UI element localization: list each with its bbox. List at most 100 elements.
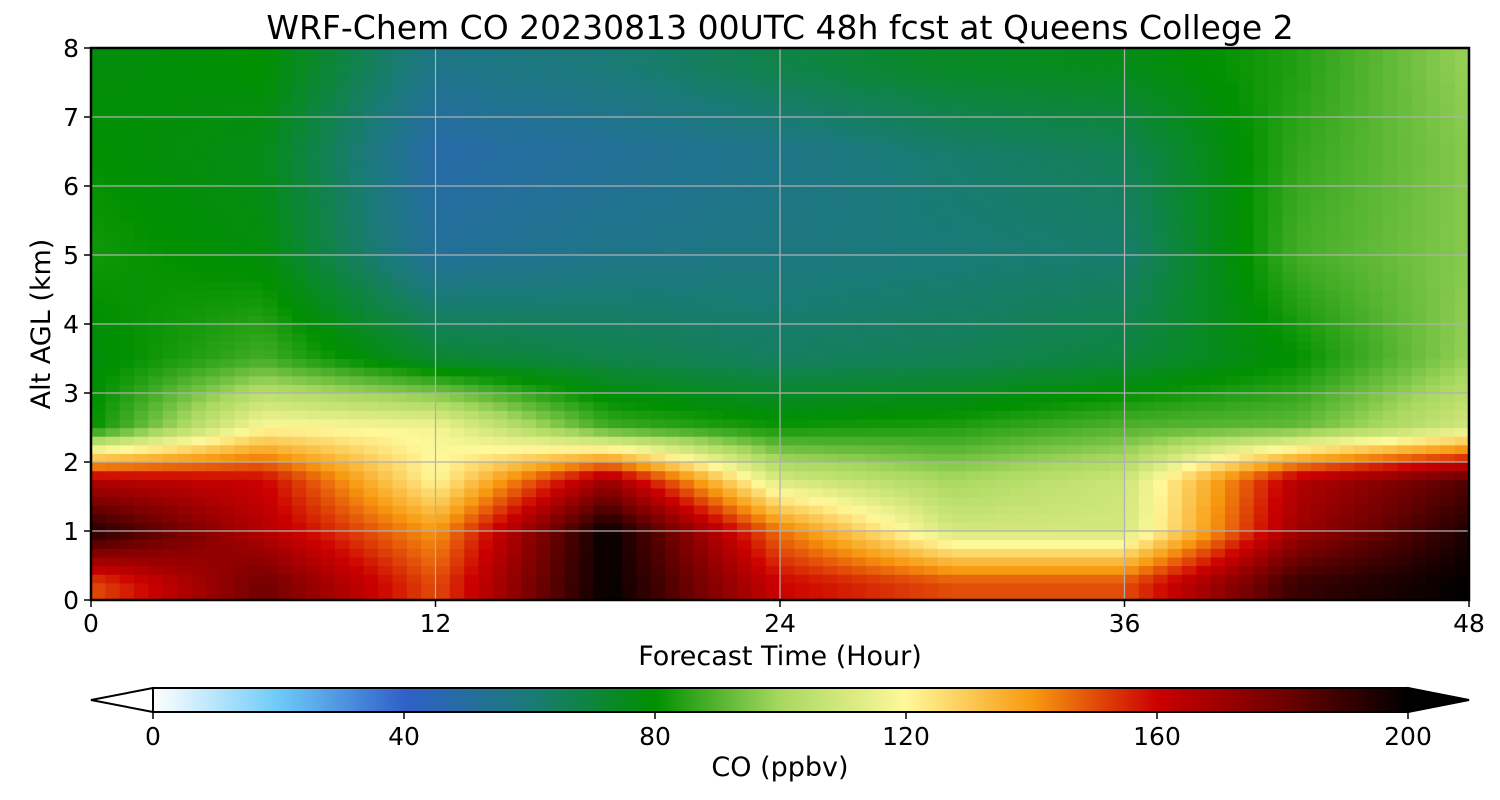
heatmap-cell — [665, 513, 681, 523]
heatmap-cell — [1024, 324, 1039, 334]
heatmap-cell — [1411, 237, 1427, 247]
heatmap-cell — [148, 203, 164, 213]
heatmap-cell — [277, 531, 293, 541]
heatmap-cell — [234, 556, 250, 567]
heatmap-cell — [134, 401, 150, 411]
heatmap-cell — [1253, 220, 1269, 230]
heatmap-cell — [607, 160, 623, 170]
heatmap-cell — [851, 487, 867, 498]
heatmap-cell — [1454, 263, 1469, 273]
heatmap-cell — [1397, 255, 1413, 265]
heatmap-cell — [1253, 574, 1269, 584]
heatmap-cell — [521, 315, 537, 325]
heatmap-cell — [220, 393, 236, 403]
heatmap-cell — [306, 479, 322, 489]
heatmap-cell — [205, 349, 221, 360]
heatmap-cell — [1196, 591, 1212, 600]
heatmap-cell — [378, 255, 394, 265]
heatmap-cell — [1268, 436, 1283, 446]
heatmap-cell — [937, 151, 953, 161]
heatmap-cell — [1067, 151, 1083, 161]
heatmap-cell — [1454, 418, 1469, 429]
heatmap-cell — [1382, 393, 1398, 403]
heatmap-cell — [851, 349, 867, 360]
heatmap-cell — [909, 591, 925, 600]
heatmap-cell — [105, 358, 121, 368]
heatmap-cell — [1368, 358, 1384, 368]
heatmap-cell — [291, 151, 307, 161]
heatmap-cell — [1411, 186, 1427, 196]
heatmap-cell — [1368, 255, 1384, 265]
heatmap-cell — [1425, 410, 1441, 420]
heatmap-cell — [1124, 186, 1140, 196]
heatmap-cell — [751, 410, 767, 420]
heatmap-cell — [1253, 479, 1269, 489]
heatmap-cell — [306, 539, 322, 549]
heatmap-cell — [808, 462, 824, 472]
heatmap-cell — [335, 246, 350, 256]
heatmap-cell — [349, 574, 365, 584]
heatmap-cell — [736, 505, 752, 515]
heatmap-cell — [622, 306, 638, 316]
heatmap-cell — [105, 151, 121, 161]
heatmap-cell — [378, 306, 394, 316]
heatmap-cell — [995, 298, 1011, 308]
heatmap-cell — [1411, 453, 1427, 463]
heatmap-cell — [435, 349, 451, 360]
heatmap-cell — [306, 315, 322, 325]
heatmap-cell — [1239, 168, 1255, 178]
heatmap-cell — [449, 556, 465, 567]
heatmap-cell — [980, 289, 996, 299]
heatmap-cell — [1224, 548, 1240, 558]
heatmap-cell — [765, 177, 781, 187]
heatmap-cell — [1282, 453, 1298, 463]
heatmap-cell — [1425, 168, 1441, 178]
heatmap-cell — [708, 505, 724, 515]
heatmap-cell — [1440, 582, 1456, 592]
heatmap-cell — [1210, 280, 1226, 291]
heatmap-cell — [105, 367, 121, 377]
heatmap-cell — [277, 332, 293, 342]
heatmap-cell — [1067, 177, 1083, 187]
heatmap-cell — [220, 375, 236, 385]
heatmap-cell — [1110, 427, 1126, 437]
heatmap-cell — [148, 168, 164, 178]
heatmap-cell — [808, 453, 824, 463]
heatmap-cell — [1339, 427, 1355, 437]
heatmap-cell — [607, 487, 623, 498]
heatmap-cell — [320, 470, 336, 480]
heatmap-cell — [794, 556, 810, 567]
heatmap-cell — [1268, 263, 1283, 273]
heatmap-cell — [1454, 496, 1469, 506]
heatmap-cell — [1311, 349, 1327, 360]
heatmap-cell — [1239, 341, 1255, 351]
heatmap-cell — [263, 393, 279, 403]
heatmap-cell — [780, 160, 795, 170]
heatmap-cell — [823, 341, 839, 351]
heatmap-cell — [1454, 315, 1469, 325]
heatmap-cell — [693, 418, 709, 429]
heatmap-cell — [1181, 410, 1197, 420]
heatmap-cell — [937, 237, 953, 247]
heatmap-cell — [435, 324, 451, 334]
heatmap-cell — [1354, 556, 1370, 567]
heatmap-cell — [320, 453, 336, 463]
heatmap-cell — [320, 349, 336, 360]
heatmap-cell — [980, 194, 996, 204]
heatmap-cell — [564, 496, 580, 506]
heatmap-cell — [378, 349, 394, 360]
heatmap-cell — [909, 324, 925, 334]
heatmap-cell — [765, 453, 781, 463]
heatmap-cell — [535, 462, 551, 472]
heatmap-cell — [995, 505, 1011, 515]
heatmap-cell — [1009, 349, 1025, 360]
heatmap-cell — [550, 177, 566, 187]
heatmap-cell — [449, 194, 465, 204]
heatmap-cell — [880, 522, 896, 532]
heatmap-cell — [1038, 298, 1054, 308]
heatmap-cell — [306, 591, 322, 600]
heatmap-cell — [1454, 556, 1469, 567]
heatmap-cell — [478, 522, 494, 532]
heatmap-cell — [736, 324, 752, 334]
heatmap-cell — [1440, 298, 1456, 308]
